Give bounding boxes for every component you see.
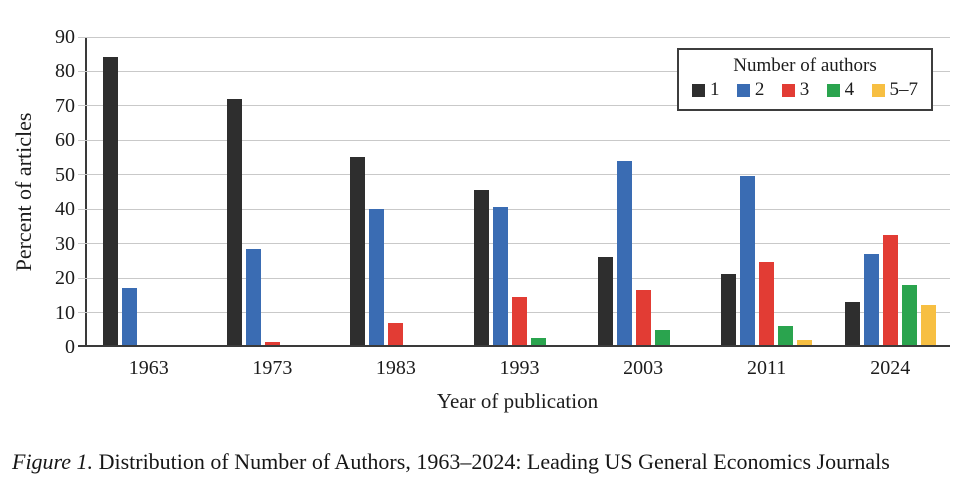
- x-tick-label-1973: 1973: [252, 357, 293, 379]
- gridline-60: [78, 139, 950, 141]
- x-tick-label-2024: 2024: [870, 357, 911, 379]
- bar-group-1993: [474, 37, 565, 345]
- plot-area: Number of authors 1 2 3 4 5–7 0 10 20 30 40 50 60 7…: [55, 27, 950, 379]
- legend-swatch-4: [826, 83, 840, 97]
- bar-1-authors-1973: [226, 98, 242, 345]
- y-tick-label-20: 20: [55, 267, 75, 290]
- x-tick-label-2011: 2011: [747, 357, 787, 379]
- y-tick-label-70: 70: [55, 94, 75, 117]
- bar-3-authors-1973: [264, 341, 280, 345]
- gridline-70: [78, 105, 950, 107]
- bar-group-2003: [597, 37, 689, 345]
- y-tick-label-50: 50: [55, 163, 75, 186]
- bar-1-authors-1993: [474, 190, 489, 345]
- legend-entries: 1 2 3 4 5–7: [692, 80, 918, 100]
- bar-3-authors-2003: [635, 289, 651, 345]
- legend-entry-4: 4: [826, 79, 855, 100]
- x-tick-label-1963: 1963: [128, 357, 169, 379]
- bar-3-authors-1993: [512, 296, 527, 345]
- bar-1-authors-1983: [350, 157, 366, 345]
- x-axis-title: Year of publication: [436, 389, 599, 413]
- bar-1-authors-1963: [103, 57, 119, 345]
- legend-swatch-2: [736, 83, 750, 97]
- bar-4-authors-2003: [654, 329, 670, 345]
- y-tick-label-40: 40: [55, 198, 75, 221]
- legend-label-5-7: 5–7: [889, 79, 919, 100]
- bar-5-7-authors-2011: [797, 339, 813, 345]
- legend-entry-5-7: 5–7: [871, 79, 919, 100]
- x-axis-tick-zero: [78, 345, 87, 347]
- bar-2-authors-2003: [616, 160, 632, 345]
- legend-entry-1: 1: [692, 80, 720, 100]
- bar-group-1973: [226, 37, 318, 345]
- legend-entry-2: 2: [736, 79, 765, 100]
- legend-swatch-1: [692, 83, 705, 97]
- bar-1-authors-2024: [844, 301, 860, 345]
- bar-3-authors-1983: [388, 322, 404, 345]
- bar-4-authors-2011: [778, 326, 794, 345]
- y-tick-label-60: 60: [55, 129, 75, 152]
- bar-5-7-authors-2024: [920, 305, 936, 345]
- x-tick-label-1993: 1993: [499, 357, 540, 379]
- y-tick-label-80: 80: [55, 60, 75, 83]
- gridline-30: [78, 243, 950, 245]
- figure-caption-text: Distribution of Number of Authors, 1963–…: [93, 449, 890, 474]
- legend-label-2: 2: [754, 79, 765, 100]
- x-tick-label-1983: 1983: [375, 357, 416, 379]
- figure-caption-label: Figure 1.: [12, 449, 94, 474]
- legend-label-1: 1: [710, 79, 720, 100]
- bar-group-2011: [721, 37, 813, 345]
- legend: Number of authors 1 2 3 4 5–7: [677, 48, 933, 111]
- bar-2-authors-2011: [740, 176, 756, 345]
- bar-4-authors-2024: [901, 284, 917, 345]
- bar-3-authors-2024: [882, 234, 898, 345]
- legend-swatch-5-7: [871, 83, 885, 97]
- gridline-90: [78, 36, 950, 38]
- legend-title: Number of authors: [733, 55, 877, 76]
- bar-2-authors-2024: [863, 253, 879, 345]
- y-tick-label-0: 0: [65, 336, 75, 358]
- figure-caption: Figure 1. Distribution of Number of Auth…: [12, 449, 890, 475]
- gridline-20: [78, 277, 950, 279]
- y-tick-label-90: 90: [55, 26, 75, 48]
- gridline-40: [78, 208, 950, 210]
- bar-1-authors-2003: [597, 257, 613, 345]
- bar-3-authors-2011: [759, 262, 775, 345]
- legend-label-4: 4: [844, 79, 855, 100]
- bar-group-2024: [844, 37, 936, 345]
- gridline-50: [78, 174, 950, 176]
- bar-1-authors-2011: [721, 274, 737, 345]
- legend-label-3: 3: [799, 79, 810, 100]
- bar-2-authors-1963: [122, 288, 138, 345]
- gridline-80: [78, 70, 950, 72]
- bar-4-authors-1993: [531, 338, 546, 345]
- y-tick-label-30: 30: [55, 232, 75, 255]
- bar-2-authors-1983: [369, 208, 385, 345]
- y-tick-label-10: 10: [55, 301, 75, 324]
- x-tick-label-2003: 2003: [623, 357, 664, 379]
- bar-2-authors-1993: [493, 207, 508, 345]
- bar-group-1963: [103, 37, 194, 345]
- bar-group-1983: [350, 37, 441, 345]
- bar-2-authors-1973: [245, 248, 261, 345]
- legend-swatch-3: [781, 83, 795, 97]
- legend-entry-3: 3: [781, 79, 810, 100]
